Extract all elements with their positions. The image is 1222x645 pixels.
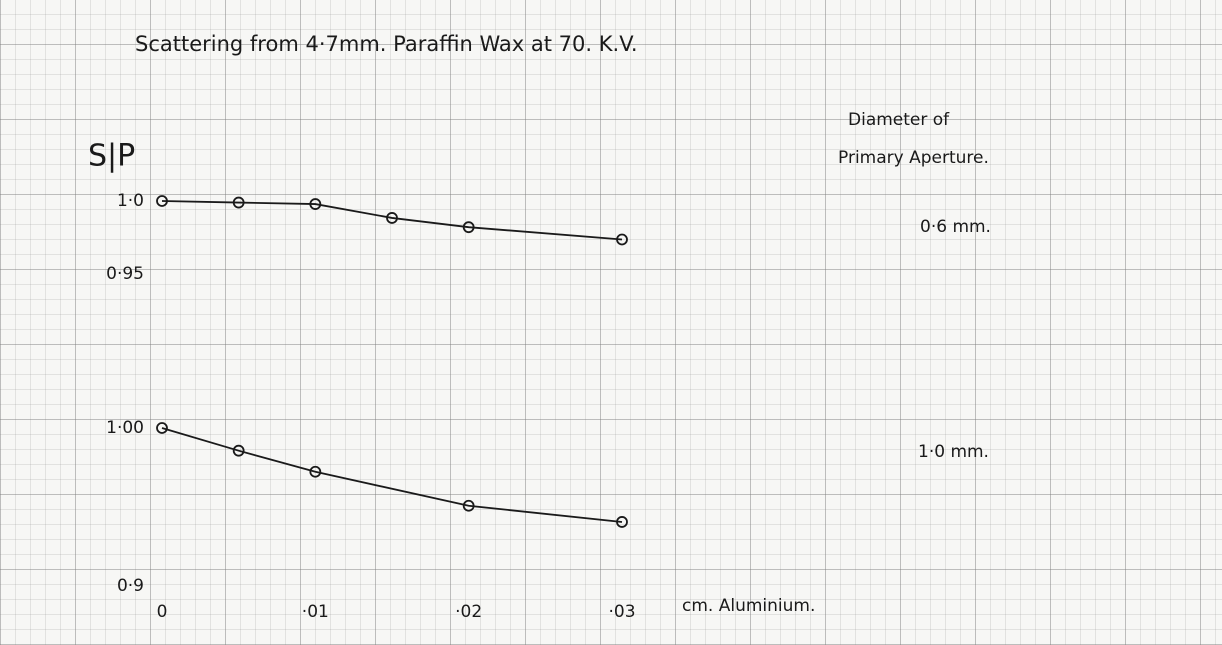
data-point	[462, 221, 475, 234]
data-point	[309, 465, 322, 478]
x-tick-label: ·03	[608, 602, 635, 622]
y-tick-label: 0·9	[117, 576, 144, 596]
series-label: 0·6 mm.	[920, 217, 991, 237]
y-tick-label: 0·95	[106, 264, 144, 284]
y-tick-label: 1·00	[106, 418, 144, 438]
data-point	[386, 212, 398, 224]
series-label: 1·0 mm.	[918, 442, 989, 462]
data-point	[232, 444, 245, 457]
data-point	[616, 516, 628, 528]
chart-title: Scattering from 4·7mm. Paraffin Wax at 7…	[135, 32, 638, 56]
y-axis-label: S|P	[88, 139, 135, 174]
data-point	[309, 198, 322, 210]
series-line	[161, 200, 623, 241]
x-axis-label: cm. Aluminium.	[682, 596, 815, 616]
data-point	[232, 196, 245, 209]
series-line	[161, 427, 623, 523]
legend-title: Diameter of	[848, 110, 950, 130]
x-tick-label: ·02	[455, 602, 482, 622]
x-tick-label: ·01	[302, 602, 329, 622]
data-point	[156, 422, 168, 434]
y-tick-label: 1·0	[117, 191, 144, 211]
legend-title: Primary Aperture.	[838, 148, 989, 168]
x-tick-label: 0	[157, 602, 168, 622]
data-point	[462, 499, 475, 512]
data-point	[616, 233, 628, 246]
data-point	[156, 195, 168, 207]
